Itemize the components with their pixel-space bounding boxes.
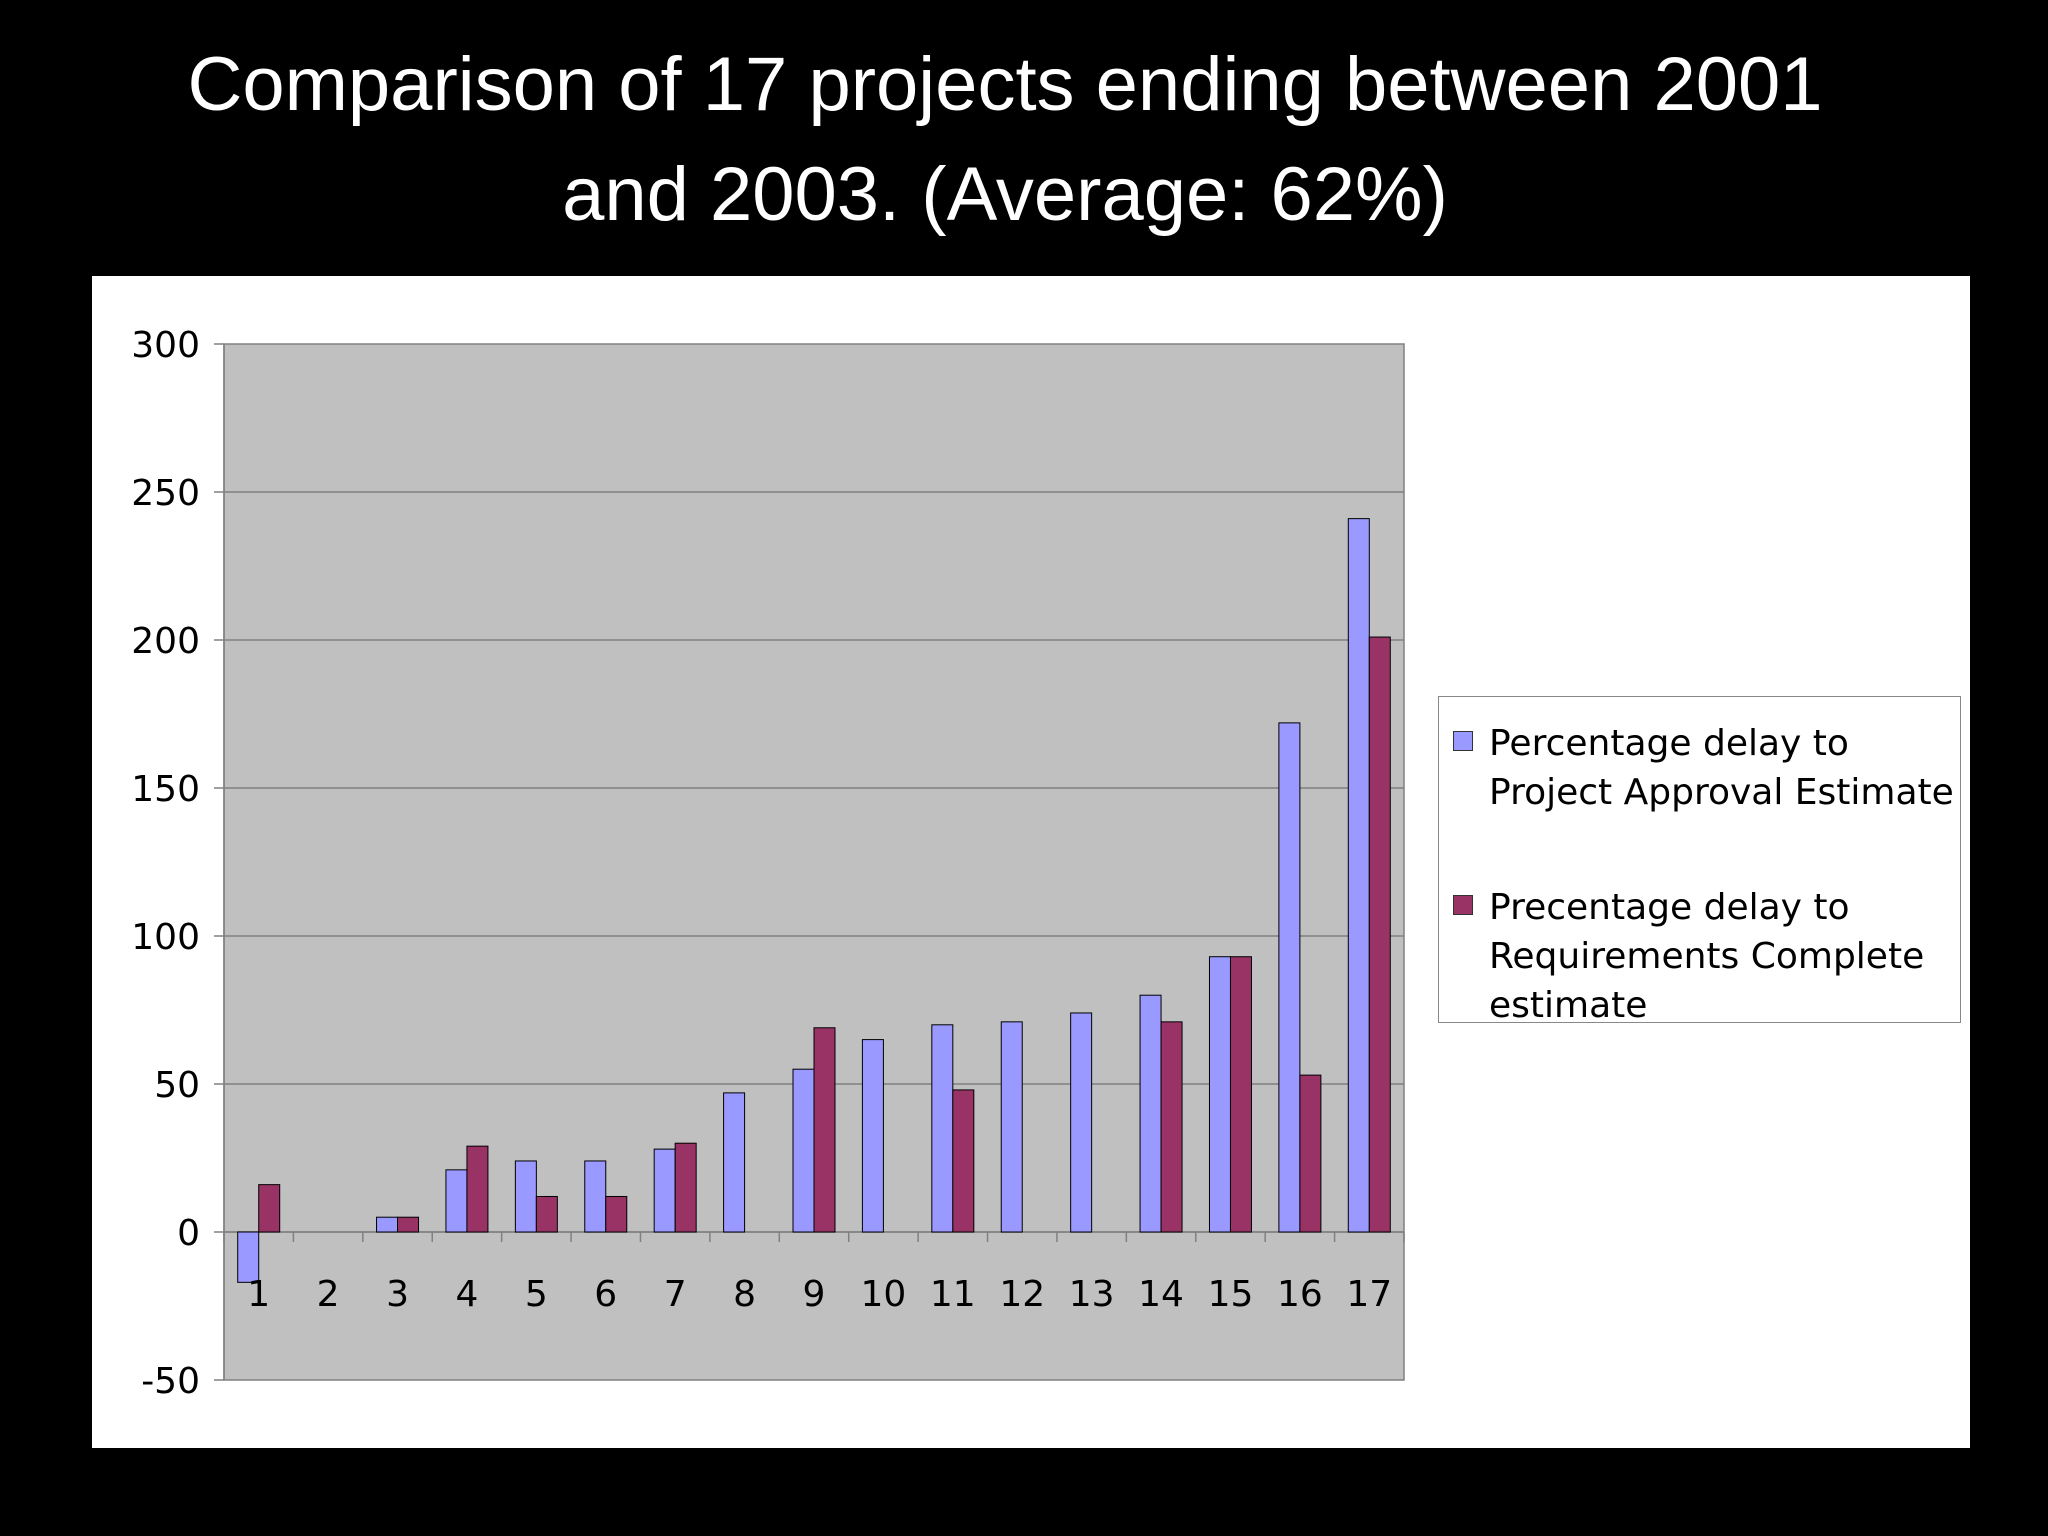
y-tick-label: 50 xyxy=(154,1065,200,1106)
x-tick-label: 7 xyxy=(664,1274,687,1315)
bar-series-2-4 xyxy=(466,1145,489,1233)
y-tick-label: 300 xyxy=(131,325,200,366)
bar-series-2-16 xyxy=(1299,1074,1322,1233)
bar-series-1-13 xyxy=(1070,1012,1093,1233)
x-tick-label: 5 xyxy=(525,1274,548,1315)
bar-series-1-17 xyxy=(1347,518,1370,1233)
x-tick-label: 14 xyxy=(1138,1274,1184,1315)
bar-series-1-14 xyxy=(1139,994,1162,1233)
legend-label-series-2: Precentage delay to Requirements Complet… xyxy=(1489,887,1925,1023)
bar-series-1-5 xyxy=(514,1160,537,1233)
legend-label-series-1: Percentage delay to Project Approval Est… xyxy=(1489,723,1954,813)
slide-title-line-1: Comparison of 17 projects ending between… xyxy=(187,42,1823,127)
bar-series-2-15 xyxy=(1229,956,1252,1233)
bar-series-1-1 xyxy=(237,1231,260,1283)
bar-series-1-12 xyxy=(1000,1021,1023,1233)
y-tick-label: 100 xyxy=(131,917,200,958)
x-tick-label: 16 xyxy=(1277,1274,1323,1315)
x-tick-label: 2 xyxy=(317,1274,340,1315)
bar-series-1-11 xyxy=(931,1024,954,1233)
x-tick-label: 15 xyxy=(1208,1274,1254,1315)
bar-series-2-1 xyxy=(258,1184,281,1233)
bar-series-2-9 xyxy=(813,1027,836,1233)
bar-series-1-3 xyxy=(376,1216,399,1233)
bar-series-1-4 xyxy=(445,1169,468,1233)
x-tick-label: 17 xyxy=(1346,1274,1392,1315)
x-tick-label: 10 xyxy=(861,1274,907,1315)
chart-legend: Percentage delay to Project Approval Est… xyxy=(1438,696,1961,1023)
x-tick-label: 8 xyxy=(733,1274,756,1315)
x-tick-label: 3 xyxy=(386,1274,409,1315)
x-tick-label: 9 xyxy=(803,1274,826,1315)
bar-series-2-11 xyxy=(952,1089,975,1233)
y-tick-label: 150 xyxy=(131,769,200,810)
bar-series-1-16 xyxy=(1278,722,1301,1233)
bar-series-2-7 xyxy=(674,1142,697,1233)
bar-series-2-5 xyxy=(535,1195,558,1233)
legend-swatch-series-2 xyxy=(1453,895,1473,915)
bar-series-1-7 xyxy=(653,1148,676,1233)
chart-panel: 300 250 200 150 100 50 0 -50 1 2 3 4 5 6 7 8 9 10 11 12 13 14… xyxy=(92,276,1970,1448)
bar-series-2-14 xyxy=(1160,1021,1183,1233)
bar-series-1-10 xyxy=(861,1039,884,1233)
bar-series-2-3 xyxy=(397,1216,420,1233)
bar-series-2-6 xyxy=(605,1195,628,1233)
y-tick-label: 250 xyxy=(131,473,200,514)
x-tick-label: 6 xyxy=(594,1274,617,1315)
y-tick-label: -50 xyxy=(141,1361,200,1402)
x-tick-label: 13 xyxy=(1069,1274,1115,1315)
x-tick-label: 11 xyxy=(930,1274,976,1315)
bar-series-2-17 xyxy=(1368,636,1391,1233)
y-tick-label: 0 xyxy=(177,1213,200,1254)
slide-title: Comparison of 17 projects ending between… xyxy=(0,30,2010,250)
bar-series-1-15 xyxy=(1208,956,1231,1233)
x-tick-label: 4 xyxy=(455,1274,478,1315)
y-tick-label: 200 xyxy=(131,621,200,662)
bar-series-1-6 xyxy=(584,1160,607,1233)
legend-swatch-series-1 xyxy=(1453,731,1473,751)
x-tick-label: 1 xyxy=(247,1274,270,1315)
slide-title-line-2: and 2003. (Average: 62%) xyxy=(562,152,1448,237)
bar-series-1-8 xyxy=(723,1092,746,1233)
bar-series-1-9 xyxy=(792,1068,815,1233)
x-tick-label: 12 xyxy=(999,1274,1045,1315)
